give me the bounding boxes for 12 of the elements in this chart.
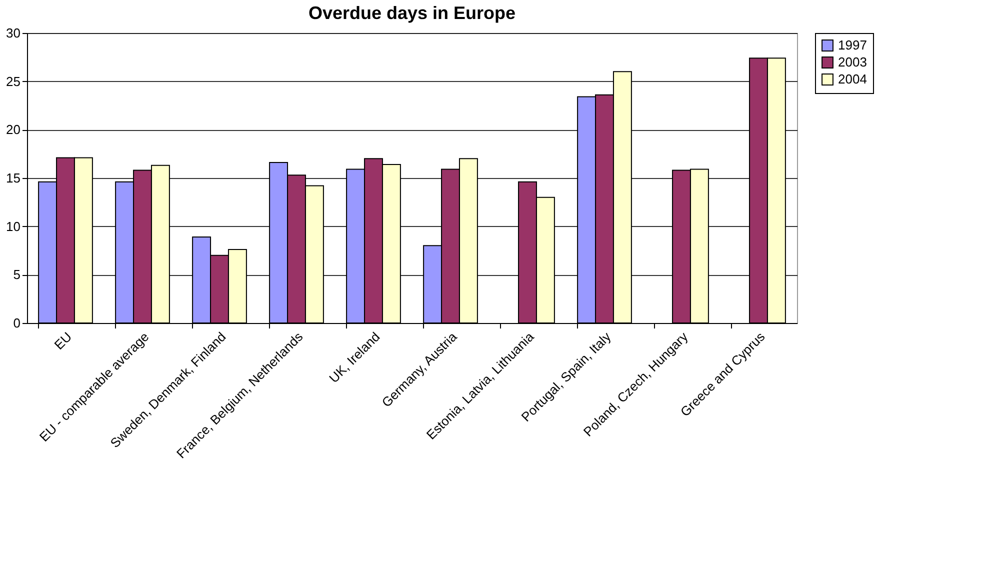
y-tick-label: 0 — [13, 316, 20, 330]
y-tick-label: 5 — [13, 267, 20, 282]
y-tick-label: 25 — [6, 74, 20, 89]
legend-label: 1997 — [838, 38, 867, 52]
y-tick-label: 10 — [6, 218, 20, 234]
legend-label: 2003 — [838, 54, 867, 70]
y-tick-label: 15 — [6, 170, 20, 186]
legend-label: 2004 — [838, 72, 867, 86]
y-tick-label: 20 — [6, 122, 20, 138]
y-tick-label: 30 — [6, 26, 20, 40]
chart-title: Overdue days in Europe — [308, 3, 516, 23]
x-tick-label: EU — [51, 329, 75, 352]
